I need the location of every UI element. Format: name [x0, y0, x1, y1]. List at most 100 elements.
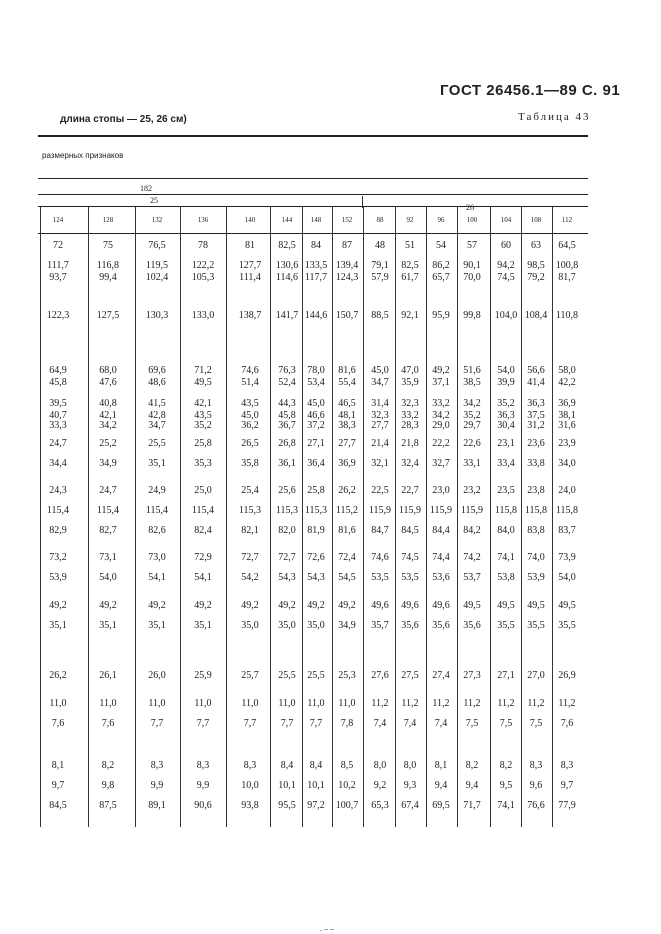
table-subtitle: длина стопы — 25, 26 см) — [60, 114, 187, 125]
table-cell: 32,1 — [371, 458, 389, 469]
table-cell: 45,8 — [49, 377, 67, 388]
group-label: размерных признаков — [42, 151, 124, 160]
table-cell: 78,0 — [307, 365, 325, 376]
table-cell: 49,5 — [558, 600, 576, 611]
table-cell: 11,2 — [527, 698, 545, 709]
table-cell: 27,5 — [401, 670, 419, 681]
column-header: 88 — [376, 216, 384, 224]
table-cell: 53,8 — [497, 572, 515, 583]
table-cell: 27,1 — [497, 670, 515, 681]
table-cell: 7,7 — [150, 718, 164, 729]
table-cell: 35,2 — [194, 420, 212, 431]
table-cell: 99,4 — [99, 272, 117, 283]
table-cell: 9,6 — [529, 780, 543, 791]
table-cell: 11,2 — [432, 698, 450, 709]
table-cell: 39,5 — [49, 398, 67, 409]
table-cell: 115,9 — [398, 505, 422, 516]
table-cell: 9,2 — [373, 780, 387, 791]
table-cell: 84,0 — [497, 525, 515, 536]
table-cell: 76,5 — [148, 240, 166, 251]
table-cell: 74,0 — [527, 552, 545, 563]
table-cell: 35,0 — [241, 620, 259, 631]
column-header: 100 — [466, 216, 478, 224]
table-cell: 54,3 — [278, 572, 296, 583]
table-cell: 88,5 — [371, 310, 389, 321]
table-cell: 7,7 — [309, 718, 323, 729]
column-divider — [426, 207, 427, 827]
table-cell: 24,0 — [558, 485, 576, 496]
table-cell: 46,6 — [307, 410, 325, 421]
table-cell: 86,2 — [432, 260, 450, 271]
table-cell: 11,2 — [497, 698, 515, 709]
table-cell: 8,3 — [243, 760, 257, 771]
table-cell: 32,3 — [401, 398, 419, 409]
table-cell: 49,2 — [49, 600, 67, 611]
table-cell: 82,4 — [194, 525, 212, 536]
table-cell: 25,7 — [241, 670, 259, 681]
table-cell: 26,0 — [148, 670, 166, 681]
table-cell: 37,1 — [432, 377, 450, 388]
table-cell: 74,1 — [497, 800, 515, 811]
table-cell: 8,0 — [403, 760, 417, 771]
table-cell: 94,2 — [497, 260, 515, 271]
table-cell: 23,9 — [558, 438, 576, 449]
table-cell: 115,3 — [238, 505, 262, 516]
table-cell: 51,6 — [463, 365, 481, 376]
table-cell: 55,4 — [338, 377, 356, 388]
table-cell: 25,6 — [278, 485, 296, 496]
table-top-rule — [38, 135, 588, 137]
table-cell: 26,2 — [49, 670, 67, 681]
table-cell: 81,7 — [558, 272, 576, 283]
table-cell: 71,7 — [463, 800, 481, 811]
table-cell: 105,3 — [191, 272, 215, 283]
table-cell: 35,1 — [194, 620, 212, 631]
table-cell: 26,5 — [241, 438, 259, 449]
table-cell: 51 — [405, 240, 415, 251]
table-cell: 115,8 — [494, 505, 518, 516]
table-cell: 7,7 — [196, 718, 210, 729]
table-cell: 49,5 — [497, 600, 515, 611]
column-header: 132 — [151, 216, 163, 224]
table-cell: 9,7 — [560, 780, 574, 791]
table-cell: 30,4 — [497, 420, 515, 431]
table-cell: 25,0 — [194, 485, 212, 496]
table-cell: 48 — [375, 240, 385, 251]
table-cell: 33,2 — [401, 410, 419, 421]
table-cell: 115,8 — [524, 505, 548, 516]
table-cell: 27,4 — [432, 670, 450, 681]
table-cell: 24,3 — [49, 485, 67, 496]
table-cell: 11,0 — [338, 698, 356, 709]
table-cell: 21,8 — [401, 438, 419, 449]
table-cell: 44,3 — [278, 398, 296, 409]
table-cell: 60 — [501, 240, 511, 251]
table-cell: 79,1 — [371, 260, 389, 271]
table-cell: 49,2 — [307, 600, 325, 611]
table-cell: 23,0 — [432, 485, 450, 496]
table-cell: 63 — [531, 240, 541, 251]
column-divider — [180, 207, 181, 827]
table-cell: 35,3 — [194, 458, 212, 469]
table-cell: 81 — [245, 240, 255, 251]
table-cell: 78 — [198, 240, 208, 251]
table-cell: 92,1 — [401, 310, 419, 321]
table-cell: 7,4 — [434, 718, 448, 729]
table-cell: 42,8 — [148, 410, 166, 421]
table-cell: 8,3 — [150, 760, 164, 771]
table-cell: 58,0 — [558, 365, 576, 376]
table-cell: 35,6 — [401, 620, 419, 631]
table-cell: 22,6 — [463, 438, 481, 449]
table-cell: 49,6 — [432, 600, 450, 611]
table-cell: 9,7 — [51, 780, 65, 791]
table-cell: 34,9 — [338, 620, 356, 631]
table-cell: 115,9 — [368, 505, 392, 516]
table-cell: 34,9 — [99, 458, 117, 469]
table-cell: 7,5 — [465, 718, 479, 729]
table-cell: 70,0 — [463, 272, 481, 283]
table-cell: 122,2 — [191, 260, 215, 271]
table-cell: 93,7 — [49, 272, 67, 283]
table-cell: 25,2 — [99, 438, 117, 449]
table-cell: 36,7 — [278, 420, 296, 431]
table-cell: 74,6 — [241, 365, 259, 376]
table-cell: 83,7 — [558, 525, 576, 536]
column-header: 136 — [197, 216, 209, 224]
